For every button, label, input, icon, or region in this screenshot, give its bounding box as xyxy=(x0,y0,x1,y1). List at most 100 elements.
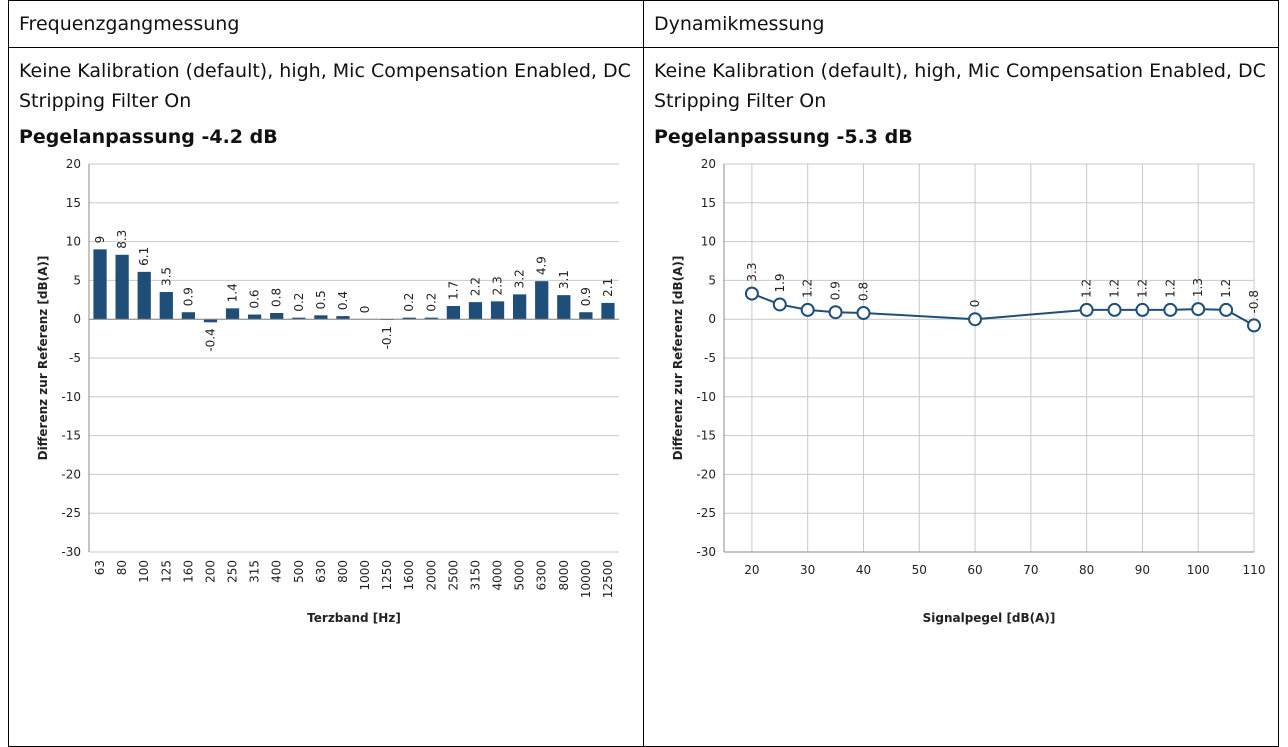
value-label: 1.2 xyxy=(1135,279,1149,298)
bar xyxy=(137,271,151,320)
column-header: Frequenzgangmessung xyxy=(8,0,644,48)
x-tick-label: 250 xyxy=(226,560,240,583)
x-tick-label: 630 xyxy=(314,560,328,583)
chart: -30 -25 -20 -15 -10 -5 0 5 10 15 20 Differenz zur R… xyxy=(671,157,1265,625)
y-tick-label: -30 xyxy=(696,545,716,559)
y-tick-label: 20 xyxy=(701,157,716,171)
value-label: 0.9 xyxy=(579,287,593,306)
x-tick-label: 100 xyxy=(137,560,151,583)
column-header: Dynamikmessung xyxy=(643,0,1279,48)
bar xyxy=(513,294,527,320)
value-label: 1.3 xyxy=(1191,278,1205,297)
x-tick-label: 125 xyxy=(159,560,173,583)
value-label: 3.5 xyxy=(159,267,173,286)
value-label: -0.8 xyxy=(1247,290,1261,313)
y-tick-label: 5 xyxy=(73,273,81,287)
x-tick-label: 30 xyxy=(800,563,815,577)
x-tick-label: 80 xyxy=(115,560,129,575)
bar xyxy=(446,306,460,320)
y-tick-label: 15 xyxy=(66,196,81,210)
value-label: 1.2 xyxy=(1108,279,1122,298)
bar xyxy=(424,317,438,320)
y-axis-title: Differenz zur Referenz [dB(A)] xyxy=(671,256,685,461)
x-tick-label: 200 xyxy=(203,560,217,583)
chart: -30 -25 -20 -15 -10 -5 0 5 10 15 20 Differenz zur R… xyxy=(36,157,619,625)
point xyxy=(828,305,843,320)
value-label: 1.2 xyxy=(1080,279,1094,298)
x-tick-label: 50 xyxy=(912,563,927,577)
x-tick-label: 90 xyxy=(1135,563,1150,577)
value-label: 0.8 xyxy=(270,288,284,307)
y-tick-label: -20 xyxy=(696,467,716,481)
y-tick-label: -10 xyxy=(61,390,81,404)
value-label: 4.9 xyxy=(535,256,549,275)
value-label: 0.2 xyxy=(424,293,438,312)
y-tick-label: 0 xyxy=(708,312,716,326)
bar xyxy=(115,254,129,320)
point xyxy=(1135,302,1150,317)
bar xyxy=(314,315,328,320)
bar xyxy=(203,319,218,323)
x-tick-label: 2500 xyxy=(446,560,460,591)
point xyxy=(968,312,983,327)
description: Keine Kalibration (default), high, Mic C… xyxy=(654,60,1266,112)
level-heading: Pegelanpassung -5.3 dB xyxy=(654,126,913,148)
x-tick-label: 10000 xyxy=(579,560,593,598)
bar xyxy=(292,317,306,320)
x-tick-label: 60 xyxy=(967,563,982,577)
value-label: 0.9 xyxy=(829,281,843,300)
y-tick-label: -25 xyxy=(61,506,81,520)
description: Keine Kalibration (default), high, Mic C… xyxy=(19,60,631,112)
value-label: 1.7 xyxy=(446,281,460,300)
bar xyxy=(93,249,107,320)
value-label: 0 xyxy=(358,306,372,314)
y-tick-label: 15 xyxy=(701,196,716,210)
y-tick-label: 20 xyxy=(66,157,81,171)
value-label: 2.2 xyxy=(468,277,482,296)
value-label: 3.3 xyxy=(745,262,759,281)
point xyxy=(856,305,871,320)
value-label: 6.1 xyxy=(137,247,151,266)
y-tick-label: -5 xyxy=(704,351,716,365)
level-heading: Pegelanpassung -4.2 dB xyxy=(19,126,278,148)
x-tick-label: 12500 xyxy=(601,560,615,598)
bar xyxy=(490,301,505,320)
cell: Keine Kalibration (default), high, Mic C… xyxy=(643,47,1279,747)
y-tick-label: 10 xyxy=(66,235,81,249)
bar xyxy=(225,308,240,320)
y-axis-title: Differenz zur Referenz [dB(A)] xyxy=(36,256,50,461)
x-tick-label: 160 xyxy=(181,560,195,583)
value-label: 0.9 xyxy=(181,287,195,306)
bar xyxy=(336,316,350,320)
value-label: 9 xyxy=(93,236,107,244)
x-tick-label: 6300 xyxy=(535,560,549,591)
y-tick-label: -10 xyxy=(696,390,716,404)
bar xyxy=(159,292,173,320)
point xyxy=(1191,302,1206,317)
y-tick-label: -15 xyxy=(696,429,716,443)
value-label: 0.2 xyxy=(402,293,416,312)
value-label: 3.2 xyxy=(513,269,527,288)
document: Frequenzgangmessung Dynamikmessung Keine… xyxy=(8,0,1279,747)
bar xyxy=(579,312,593,320)
y-tick-label: -30 xyxy=(61,545,81,559)
x-tick-label: 1250 xyxy=(380,560,394,591)
x-tick-label: 40 xyxy=(856,563,871,577)
value-label: 0.6 xyxy=(248,289,262,308)
cell: Keine Kalibration (default), high, Mic C… xyxy=(8,47,644,747)
value-label: 1.9 xyxy=(773,273,787,292)
x-tick-label: 100 xyxy=(1187,563,1210,577)
x-axis-title: Signalpegel [dB(A)] xyxy=(923,611,1056,625)
x-axis-title: Terzband [Hz] xyxy=(307,611,401,625)
value-label: 1.2 xyxy=(801,279,815,298)
point xyxy=(800,302,815,317)
value-label: 0 xyxy=(968,300,982,308)
x-tick-label: 70 xyxy=(1023,563,1038,577)
value-label: 0.2 xyxy=(292,293,306,312)
x-tick-label: 500 xyxy=(292,560,306,583)
value-label: -0.4 xyxy=(203,328,217,351)
value-label: 1.4 xyxy=(226,283,240,302)
point xyxy=(1107,302,1122,317)
bar xyxy=(402,317,416,320)
x-tick-label: 8000 xyxy=(557,560,571,591)
